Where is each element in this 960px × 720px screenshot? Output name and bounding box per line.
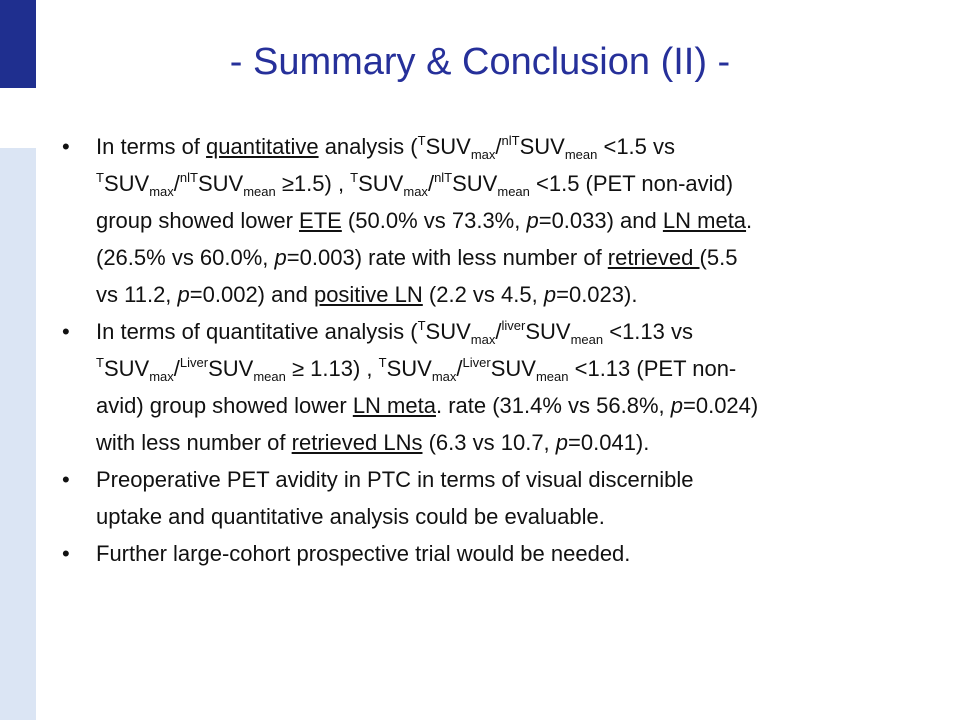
bullet-marker: • [62,319,70,344]
bullet-list: • In terms of quantitative analysis (TSU… [62,128,916,572]
text-line: avid) group showed lower LN meta. rate (… [96,393,759,418]
bullet-marker: • [62,134,70,159]
text-line: uptake and quantitative analysis could b… [96,504,605,529]
text-line: In terms of quantitative analysis (TSUVm… [96,133,676,162]
slide-title: - Summary & Conclusion (II) - [229,41,731,83]
text-line: with less number of retrieved LNs (6.3 v… [96,430,650,455]
bullet-pet-avidity: • Preoperative PET avidity in PTC in ter… [62,461,916,535]
bullet-quantitative-liver: • In terms of quantitative analysis (TSU… [62,313,916,461]
accent-bar-side [0,148,36,720]
text-line: In terms of quantitative analysis (TSUVm… [96,318,693,347]
text-line: TSUVmax/LiverSUVmean ≥ 1.13) , TSUVmax/L… [96,355,737,384]
text-line: group showed lower ETE (50.0% vs 73.3%, … [96,208,753,233]
text-line: Preoperative PET avidity in PTC in terms… [96,467,694,492]
text-line: Further large-cohort prospective trial w… [96,541,631,566]
text-line: TSUVmax/nlTSUVmean ≥1.5) , TSUVmax/nlTSU… [96,170,734,199]
bullet-marker: • [62,467,70,492]
text-line: (26.5% vs 60.0%, p=0.003) rate with less… [96,245,738,270]
text-line: vs 11.2, p=0.002) and positive LN (2.2 v… [96,282,638,307]
bullet-further-trial: • Further large-cohort prospective trial… [62,535,916,572]
bullet-quantitative-nlt: • In terms of quantitative analysis (TSU… [62,128,916,313]
bullet-marker: • [62,541,70,566]
accent-bar-top [0,0,36,88]
